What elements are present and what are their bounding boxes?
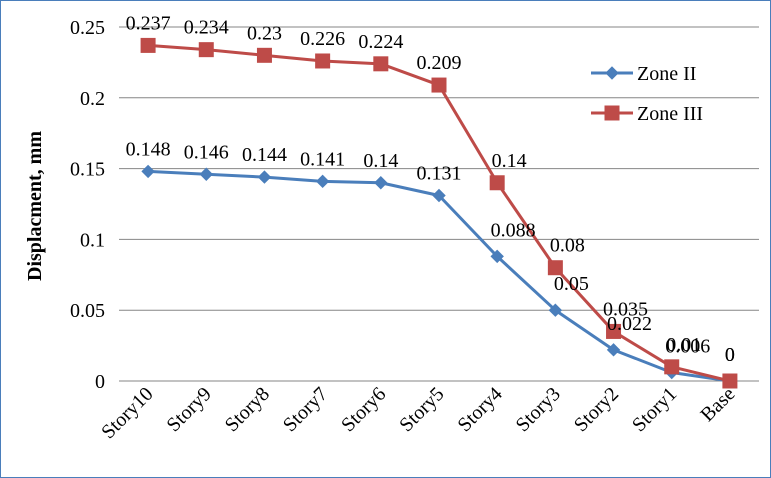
x-tick-label: Story4 (453, 383, 506, 436)
data-label: 0.088 (491, 219, 536, 241)
y-axis-title: Displacment, mm (24, 131, 46, 281)
legend-marker (605, 66, 619, 80)
x-tick-label: Story3 (512, 383, 565, 436)
series-1 (140, 37, 738, 389)
y-tick-label: 0.15 (70, 159, 105, 181)
data-point (722, 373, 738, 389)
data-point (315, 53, 331, 69)
data-label: 0.144 (242, 144, 287, 166)
x-tick-label: Story6 (337, 383, 390, 436)
y-tick-label: 0.25 (70, 17, 105, 39)
series-group (140, 37, 738, 389)
data-point (199, 167, 213, 181)
data-point (315, 174, 330, 189)
data-label: 0.146 (184, 141, 229, 163)
data-point (373, 56, 389, 72)
data-point (256, 47, 272, 63)
x-tick-label: Story2 (570, 383, 623, 436)
data-label: 0.14 (492, 150, 527, 172)
data-label: 0.131 (417, 163, 462, 185)
data-label: 0.05 (554, 273, 589, 295)
y-tick-label: 0 (95, 371, 105, 393)
data-point (257, 170, 272, 184)
legend-label: Zone II (637, 63, 696, 85)
data-point (548, 303, 563, 317)
x-tick-label: Story7 (279, 383, 332, 436)
data-point (141, 164, 155, 179)
data-label: 0.209 (417, 52, 462, 74)
y-tick-label: 0.2 (80, 88, 105, 110)
x-axis: Story10 Story9 Story8 Story7 Story6 Story5 Sto… (97, 383, 739, 443)
data-label: 0.006 (665, 336, 710, 358)
x-tick-label: Base (696, 383, 739, 426)
data-point (606, 323, 622, 339)
data-point (606, 343, 621, 357)
data-point (490, 249, 504, 264)
data-label: 0.237 (126, 12, 171, 34)
data-label: 0.148 (126, 138, 171, 160)
x-tick-label: Story1 (628, 383, 681, 436)
gridlines (119, 26, 759, 382)
legend-label: Zone III (637, 103, 703, 125)
data-label: 0.224 (358, 31, 403, 53)
legend-marker (604, 105, 620, 121)
data-label: 0.23 (247, 22, 282, 44)
data-label: 0.035 (603, 298, 648, 320)
data-label: 0.226 (300, 28, 345, 50)
data-label: 0.141 (300, 148, 345, 170)
data-point (547, 260, 563, 276)
data-label: 0.01 (666, 334, 701, 356)
data-point (489, 175, 505, 191)
x-tick-label: Story9 (163, 383, 216, 436)
legend-item: Zone II (591, 63, 696, 85)
data-point (664, 359, 680, 375)
data-point (140, 37, 156, 53)
y-tick-label: 0.1 (80, 229, 105, 251)
legend: Zone II Zone III (591, 63, 703, 125)
data-label: 0.022 (607, 313, 652, 335)
data-point (374, 176, 388, 190)
legend-item: Zone III (591, 103, 703, 125)
data-label: 0 (725, 344, 735, 366)
y-tick-label: 0.05 (70, 300, 105, 322)
data-label: 0.14 (363, 150, 398, 172)
data-point (198, 42, 214, 58)
data-label: 0.234 (184, 17, 229, 39)
data-point (431, 77, 447, 93)
x-tick-label: Story8 (221, 383, 274, 436)
data-labels: 0.148 0.146 0.144 0.141 0.14 0.131 0.088 0.05 0.… (126, 12, 735, 366)
data-point (432, 188, 446, 203)
data-label: 0.08 (550, 235, 585, 257)
series-0 (141, 164, 737, 388)
data-label: 0 (725, 344, 735, 366)
x-tick-label: Story10 (97, 383, 157, 443)
x-tick-label: Story5 (395, 383, 448, 436)
y-axis: 0 0.05 0.1 0.15 0.2 0.25 (70, 17, 105, 393)
